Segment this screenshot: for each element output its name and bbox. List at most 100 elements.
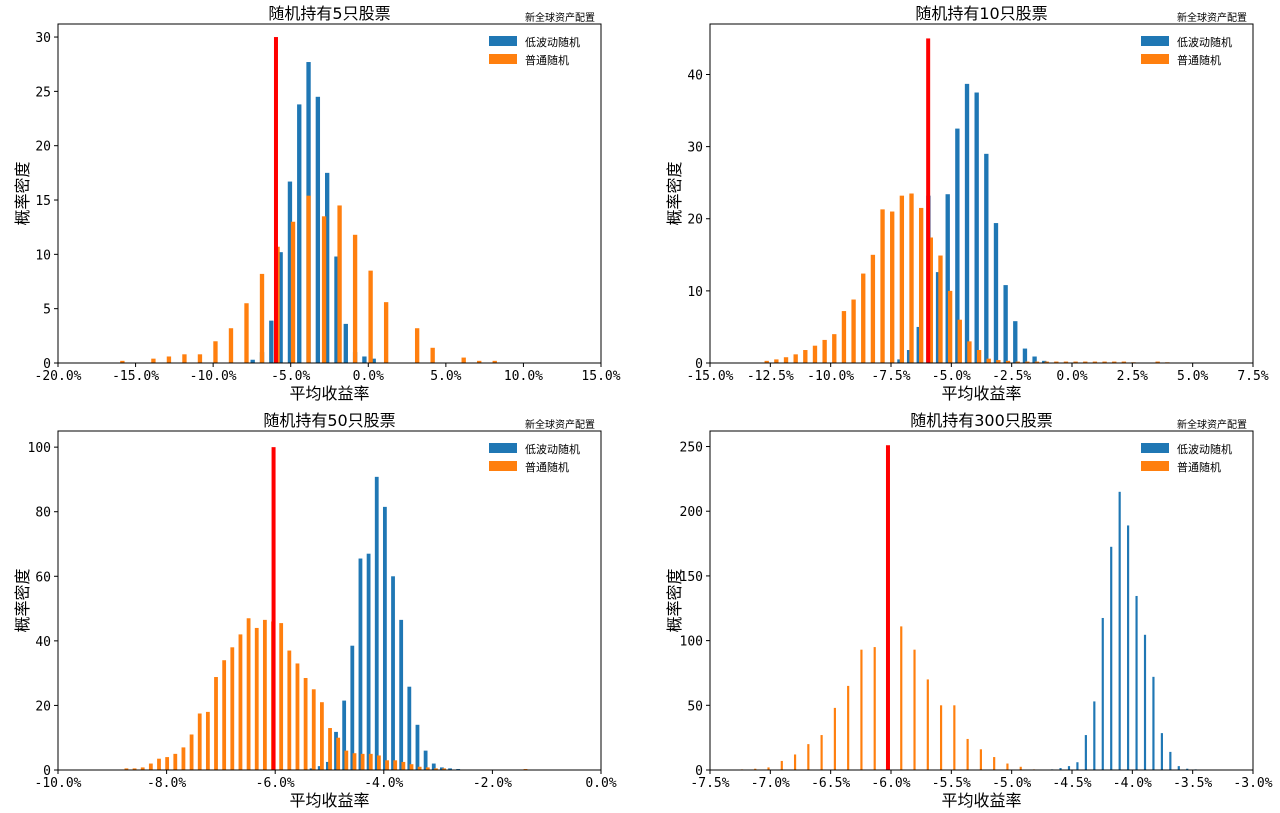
histogram-bar-normal: [120, 360, 125, 363]
histogram-bar-low-vol: [399, 619, 404, 770]
x-tick-label: -3.5%: [1173, 776, 1212, 791]
chart-panel-4: 随机持有300只股票 新全球资产配置 -7.5% -7.0% -6.5% -6.0% -5.…: [665, 411, 1273, 810]
histogram-bar-normal: [246, 618, 251, 770]
histogram-bar-normal: [774, 359, 779, 363]
y-tick-label: 20: [687, 213, 703, 228]
histogram-bar-low-vol: [1084, 735, 1087, 770]
y-tick-label: 40: [35, 635, 51, 650]
histogram-bar-normal: [401, 761, 406, 770]
histogram-bar-low-vol: [382, 506, 387, 770]
histogram-bar-normal: [393, 760, 398, 770]
histogram-bar-low-vol: [1093, 701, 1096, 770]
chart-panel-2: 随机持有10只股票 新全球资产配置 -15.0% -12.5% -10.0% -7.5% -…: [665, 4, 1269, 403]
histogram-bar-normal: [783, 357, 789, 363]
x-axis-label: 平均收益率: [289, 791, 369, 810]
histogram-bar-normal: [368, 753, 373, 770]
histogram-bar-normal: [861, 273, 866, 363]
y-tick-label: 20: [35, 699, 51, 714]
histogram-bar-normal: [337, 205, 342, 363]
histogram-bar-low-vol: [448, 768, 452, 770]
mean-marker-line: [885, 445, 890, 770]
chart-panel-1: 随机持有5只股票 新全球资产配置 -20.0% -15.0% -10.0% -5.0% 0.…: [13, 4, 621, 403]
chart-title: 随机持有300只股票: [910, 411, 1053, 430]
legend-swatch-low-vol: [489, 36, 517, 46]
histogram-bar-low-vol: [315, 96, 321, 364]
histogram-bar-low-vol: [325, 761, 330, 770]
y-tick-label: 25: [35, 85, 51, 100]
x-tick-label: -6.5%: [811, 776, 850, 791]
x-tick-label: -8.0%: [147, 776, 186, 791]
histogram-bar-normal: [344, 750, 349, 770]
legend-label-normal: 普通随机: [525, 53, 569, 67]
legend-swatch-low-vol: [489, 443, 517, 453]
histogram-bar-low-vol: [1110, 546, 1113, 770]
watermark-text: 新全球资产配置: [1177, 11, 1247, 24]
histogram-bar-normal: [780, 760, 783, 770]
histogram-bar-normal: [262, 619, 267, 770]
mean-marker-line: [271, 447, 276, 770]
x-tick-label: 5.0%: [1177, 369, 1208, 384]
legend-label-low-vol: 低波动随机: [1177, 442, 1232, 456]
histogram-bar-normal: [996, 360, 1001, 363]
x-tick-label: -4.5%: [1052, 776, 1091, 791]
histogram-bar-low-vol: [964, 83, 970, 364]
histogram-bar-low-vol: [1022, 348, 1028, 363]
histogram-bar-normal: [383, 302, 389, 363]
y-tick-label: 50: [687, 699, 703, 714]
x-tick-label: -7.5%: [871, 369, 910, 384]
histogram-bar-normal: [832, 334, 837, 363]
y-tick-label: 0: [43, 764, 51, 779]
y-tick-label: 30: [687, 141, 703, 156]
histogram-bar-normal: [847, 685, 850, 770]
histogram-bar-normal: [434, 768, 438, 770]
histogram-bar-normal: [295, 663, 300, 770]
histogram-bar-normal: [287, 650, 292, 770]
histogram-bar-normal: [157, 758, 161, 770]
watermark-text: 新全球资产配置: [525, 418, 595, 431]
histogram-bar-normal: [754, 768, 757, 770]
x-tick-label: -6.0%: [256, 776, 295, 791]
histogram-bar-normal: [132, 768, 137, 770]
x-tick-label: 10.0%: [504, 369, 543, 384]
histogram-bar-low-vol: [1042, 360, 1047, 363]
histogram-bar-low-vol: [269, 320, 274, 364]
plot-frame: [57, 23, 602, 364]
histogram-bar-normal: [993, 757, 996, 770]
histogram-bar-normal: [947, 290, 953, 363]
x-tick-label: -2.0%: [473, 776, 512, 791]
legend-swatch-low-vol: [1141, 36, 1169, 46]
histogram-bar-low-vol: [1135, 595, 1138, 770]
histogram-bar-low-vol: [1067, 766, 1071, 770]
histogram-bar-normal: [214, 677, 218, 770]
y-tick-label: 15: [35, 194, 51, 209]
legend-swatch-normal: [1141, 461, 1169, 471]
histogram-bar-low-vol: [350, 645, 355, 770]
y-tick-label: 10: [35, 248, 51, 263]
x-tick-label: -7.5%: [690, 776, 729, 791]
histogram-bar-normal: [1063, 361, 1069, 363]
histogram-bar-normal: [409, 764, 414, 770]
histogram-bar-normal: [822, 339, 827, 363]
y-axis-label: 概率密度: [665, 568, 684, 632]
histogram-bar-low-vol: [945, 194, 950, 363]
histogram-bar-normal: [926, 679, 929, 770]
histogram-bar-normal: [900, 626, 903, 770]
histogram-bar-low-vol: [1003, 285, 1008, 363]
histogram-bar-low-vol: [993, 223, 999, 363]
histogram-bar-low-vol: [287, 181, 293, 363]
histogram-bar-low-vol: [955, 128, 960, 363]
histogram-bar-low-vol: [1160, 733, 1163, 770]
histogram-bar-normal: [1025, 361, 1030, 363]
histogram-bar-normal: [1083, 361, 1088, 363]
histogram-bar-low-vol: [334, 731, 338, 770]
histogram-bar-low-vol: [1032, 356, 1037, 363]
histogram-bar-normal: [461, 357, 466, 363]
legend-label-low-vol: 低波动随机: [525, 442, 580, 456]
histogram-bar-low-vol: [334, 256, 339, 363]
x-tick-label: -15.0%: [687, 369, 734, 384]
watermark-text: 新全球资产配置: [1177, 418, 1247, 431]
histogram-bar-low-vol: [1186, 768, 1189, 770]
plot-frame: [709, 23, 1254, 364]
mean-marker-line: [273, 37, 278, 363]
legend-label-normal: 普通随机: [1177, 460, 1221, 474]
